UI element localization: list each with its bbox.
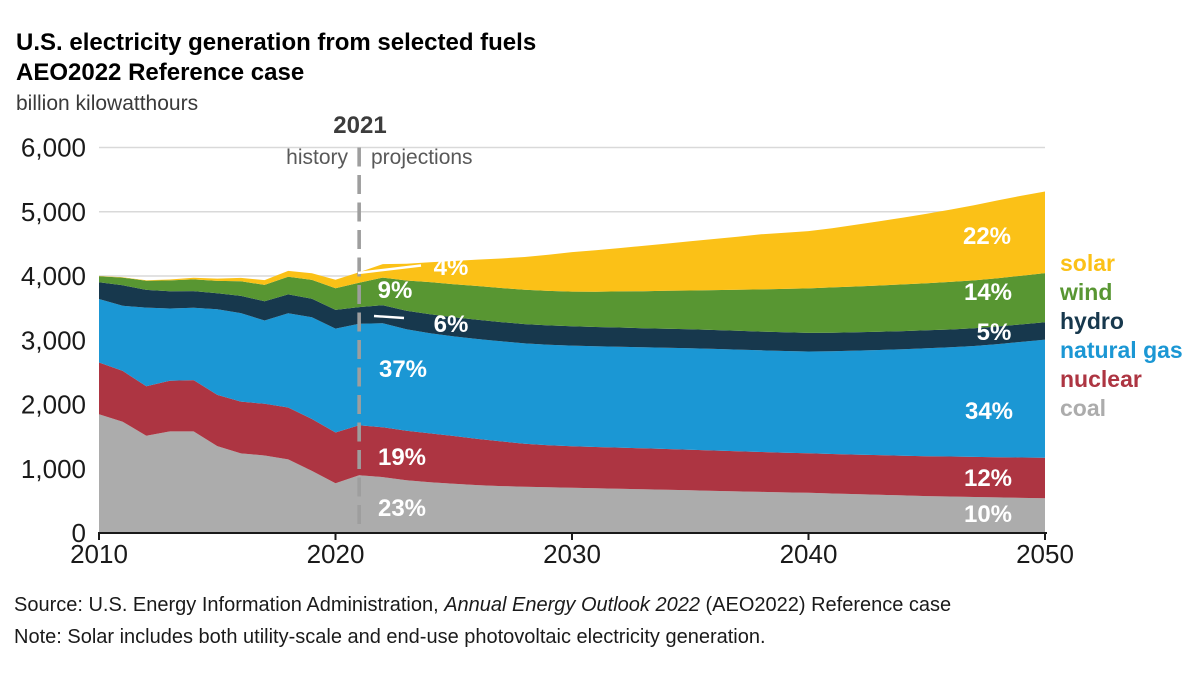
y-axis-unit-label: billion kilowatthours [16, 92, 199, 115]
legend-item-nuclear: nuclear [1060, 366, 1142, 392]
area-hydro [99, 282, 1045, 352]
legend-item-natural-gas: natural gas [1060, 337, 1183, 363]
share-label-coal-2050: 10% [964, 501, 1012, 528]
x-tick-label: 2010 [70, 539, 128, 569]
x-tick-label: 2050 [1016, 539, 1074, 569]
source-note: Source: U.S. Energy Information Administ… [14, 594, 952, 616]
y-tick-label: 0 [72, 518, 86, 548]
area-nuclear [99, 362, 1045, 499]
y-tick-label: 1,000 [21, 454, 86, 484]
share-label-hydro-2021: 6% [434, 311, 469, 338]
share-label-hydro-2050: 5% [977, 319, 1012, 346]
x-tick-label: 2030 [543, 539, 601, 569]
chart-subtitle: AEO2022 Reference case [16, 59, 305, 86]
area-gas [99, 299, 1045, 458]
share-label-gas-2021: 37% [379, 356, 427, 383]
share-label-solar-2050: 22% [963, 223, 1011, 250]
share-label-solar-2021: 4% [434, 254, 469, 281]
projections-label: projections [371, 146, 473, 169]
chart-title: U.S. electricity generation from selecte… [16, 29, 537, 56]
y-tick-label: 3,000 [21, 325, 86, 355]
divider-year-label: 2021 [333, 112, 387, 139]
label-leader-line [357, 264, 422, 275]
y-tick-label: 5,000 [21, 197, 86, 227]
source-publication-title: Annual Energy Outlook 2022 [444, 594, 700, 616]
share-label-nuclear-2021: 19% [378, 444, 426, 471]
area-wind [99, 273, 1045, 333]
area-solar [99, 191, 1045, 292]
share-label-nuclear-2050: 12% [964, 465, 1012, 492]
legend-item-hydro: hydro [1060, 308, 1124, 334]
share-label-coal-2021: 23% [378, 495, 426, 522]
legend-item-wind: wind [1060, 279, 1113, 305]
chart-title-block: U.S. electricity generation from selecte… [16, 28, 536, 88]
label-leader-line [373, 314, 405, 320]
history-label: history [286, 146, 348, 169]
legend-item-solar: solar [1060, 250, 1115, 276]
solar-note: Note: Solar includes both utility-scale … [14, 626, 766, 648]
y-tick-label: 6,000 [21, 133, 86, 163]
share-label-gas-2050: 34% [965, 398, 1013, 425]
share-label-wind-2050: 14% [964, 279, 1012, 306]
area-coal [99, 414, 1045, 533]
x-tick-label: 2020 [307, 539, 365, 569]
legend: solar wind hydro natural gas nuclear coa… [1060, 249, 1183, 423]
footer: Source: U.S. Energy Information Administ… [14, 589, 951, 653]
x-tick-label: 2040 [780, 539, 838, 569]
y-tick-label: 4,000 [21, 261, 86, 291]
y-tick-label: 2,000 [21, 390, 86, 420]
legend-item-coal: coal [1060, 395, 1107, 421]
share-label-wind-2021: 9% [378, 277, 413, 304]
